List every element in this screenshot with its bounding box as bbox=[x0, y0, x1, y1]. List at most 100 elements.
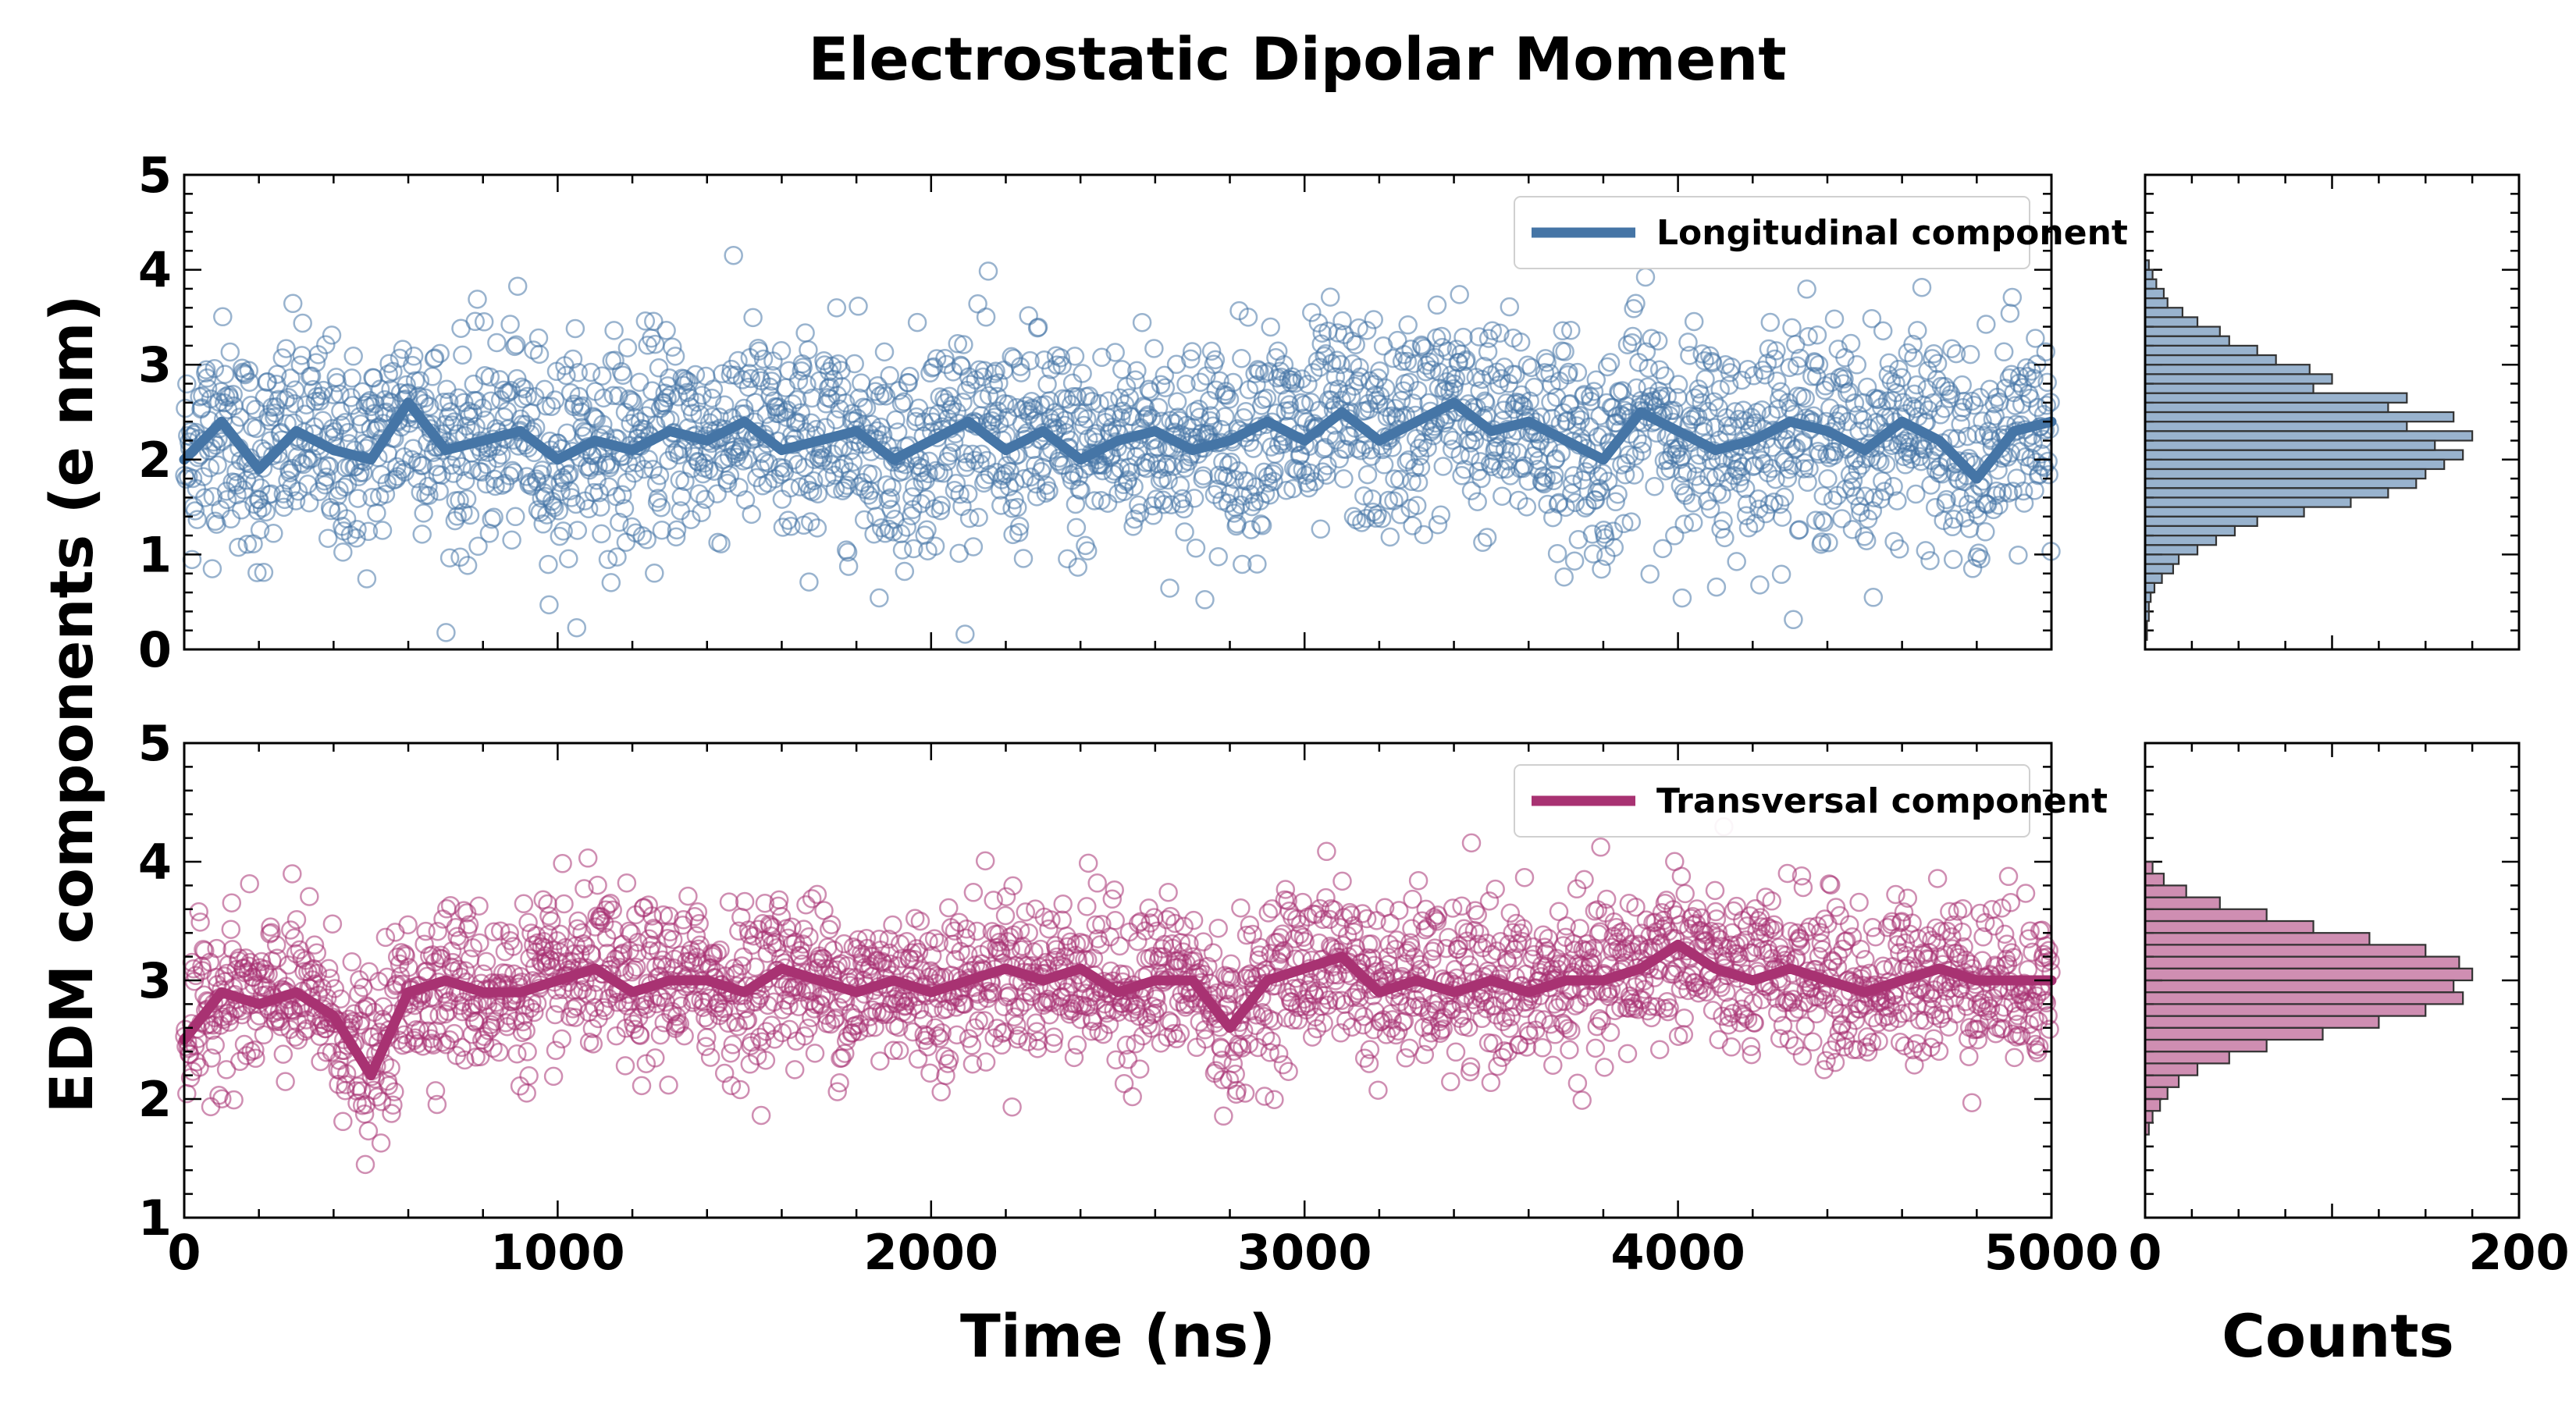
scatter-point bbox=[1071, 480, 1091, 500]
scatter-point bbox=[1668, 375, 1688, 394]
scatter-point bbox=[581, 362, 601, 382]
scatter-series bbox=[175, 245, 2061, 644]
scatter-point bbox=[879, 519, 898, 539]
scatter-point bbox=[1879, 353, 1899, 373]
scatter-point bbox=[881, 488, 900, 508]
scatter-point bbox=[559, 549, 578, 569]
scatter-point bbox=[1184, 489, 1204, 508]
scatter-point bbox=[800, 480, 820, 500]
scatter-point bbox=[735, 891, 755, 912]
scatter-point bbox=[262, 484, 281, 503]
scatter-point bbox=[959, 508, 980, 528]
scatter-point bbox=[908, 1049, 928, 1069]
scatter-point bbox=[553, 521, 573, 541]
scatter-point bbox=[1265, 1090, 1284, 1109]
scatter-point bbox=[649, 358, 669, 378]
scatter-point bbox=[1008, 497, 1027, 518]
scatter-point bbox=[464, 374, 484, 394]
scatter-point bbox=[962, 1036, 982, 1055]
scatter-point bbox=[264, 524, 283, 543]
scatter-point bbox=[1771, 564, 1791, 585]
scatter-point bbox=[945, 480, 965, 500]
y-tick-label: 3 bbox=[138, 336, 172, 393]
scatter-point bbox=[965, 450, 985, 471]
scatter-point bbox=[665, 347, 685, 366]
scatter-point bbox=[801, 512, 820, 532]
scatter-point bbox=[941, 443, 962, 462]
scatter-point bbox=[565, 318, 585, 339]
scatter-point bbox=[1645, 476, 1664, 496]
scatter-point bbox=[1803, 1032, 1823, 1052]
scatter-point bbox=[441, 455, 461, 475]
scatter-point bbox=[532, 461, 553, 480]
scatter-point bbox=[656, 321, 676, 340]
scatter-point bbox=[1026, 456, 1045, 475]
scatter-point bbox=[659, 1075, 678, 1095]
scatter-point bbox=[1332, 871, 1352, 891]
scatter-point bbox=[703, 379, 724, 399]
scatter-point bbox=[838, 557, 859, 576]
scatter-point bbox=[1703, 1001, 1723, 1020]
scatter-point bbox=[898, 373, 918, 393]
scatter-point bbox=[612, 485, 632, 505]
histogram-bar bbox=[2144, 487, 2389, 499]
scatter-point bbox=[845, 354, 864, 374]
scatter-point bbox=[358, 521, 379, 542]
chart-title: Electrostatic Dipolar Moment bbox=[808, 24, 1786, 94]
scatter-point bbox=[1473, 532, 1493, 553]
scatter-point bbox=[2002, 287, 2023, 308]
scatter-point bbox=[835, 393, 856, 413]
scatter-point bbox=[1839, 915, 1859, 935]
scatter-point bbox=[1026, 487, 1047, 507]
scatter-point bbox=[1912, 277, 1932, 297]
scatter-point bbox=[880, 365, 899, 386]
scatter-point bbox=[283, 864, 302, 884]
scatter-point bbox=[639, 450, 658, 469]
scatter-point bbox=[217, 489, 237, 510]
scatter-point bbox=[208, 455, 227, 475]
scatter-point bbox=[300, 493, 319, 513]
scatter-point bbox=[333, 542, 353, 562]
scatter-point bbox=[1317, 841, 1336, 862]
scatter-point bbox=[692, 386, 712, 405]
scatter-point bbox=[420, 397, 439, 416]
scatter-point bbox=[1051, 348, 1071, 368]
scatter-point bbox=[1053, 894, 1073, 914]
scatter-point bbox=[601, 573, 621, 592]
scatter-point bbox=[667, 520, 687, 540]
scatter-point bbox=[502, 530, 521, 550]
scatter-point bbox=[839, 470, 859, 490]
scatter-point bbox=[873, 383, 894, 404]
scatter-point bbox=[646, 473, 667, 493]
scatter-point bbox=[1554, 567, 1574, 587]
histogram-bar bbox=[2144, 478, 2418, 489]
scatter-point bbox=[407, 452, 428, 472]
scatter-point bbox=[1084, 491, 1105, 510]
scatter-point bbox=[936, 1065, 955, 1086]
scatter-point bbox=[975, 851, 995, 871]
scatter-point bbox=[486, 476, 505, 496]
scatter-point bbox=[197, 379, 218, 398]
scatter-point bbox=[1036, 483, 1055, 503]
scatter-point bbox=[738, 1010, 758, 1030]
scatter-point bbox=[1208, 918, 1228, 938]
hist-x-axis-label: Counts bbox=[2222, 1301, 2454, 1371]
scatter-point bbox=[343, 347, 363, 366]
scatter-point bbox=[195, 941, 215, 961]
scatter-point bbox=[1129, 495, 1148, 515]
scatter-point bbox=[1585, 1038, 1606, 1058]
scatter-point bbox=[1851, 939, 1870, 959]
scatter-point bbox=[452, 457, 471, 476]
scatter-point bbox=[1873, 321, 1893, 341]
scatter-point bbox=[1167, 392, 1187, 411]
scatter-point bbox=[1254, 1087, 1275, 1106]
scatter-point bbox=[1176, 374, 1196, 394]
scatter-point bbox=[1789, 520, 1809, 539]
scatter-point bbox=[318, 528, 338, 548]
scatter-point bbox=[900, 366, 920, 386]
scatter-point bbox=[524, 340, 543, 360]
scatter-point bbox=[1105, 343, 1125, 362]
scatter-point bbox=[482, 509, 501, 529]
